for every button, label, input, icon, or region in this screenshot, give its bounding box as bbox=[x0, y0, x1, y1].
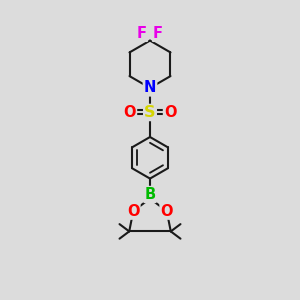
Text: O: O bbox=[164, 105, 176, 120]
Text: O: O bbox=[124, 105, 136, 120]
Text: N: N bbox=[144, 80, 156, 95]
Text: O: O bbox=[160, 204, 173, 219]
Text: S: S bbox=[144, 105, 156, 120]
Text: B: B bbox=[144, 187, 156, 202]
Text: F: F bbox=[153, 26, 163, 41]
Text: F: F bbox=[137, 26, 147, 41]
Text: O: O bbox=[127, 204, 140, 219]
